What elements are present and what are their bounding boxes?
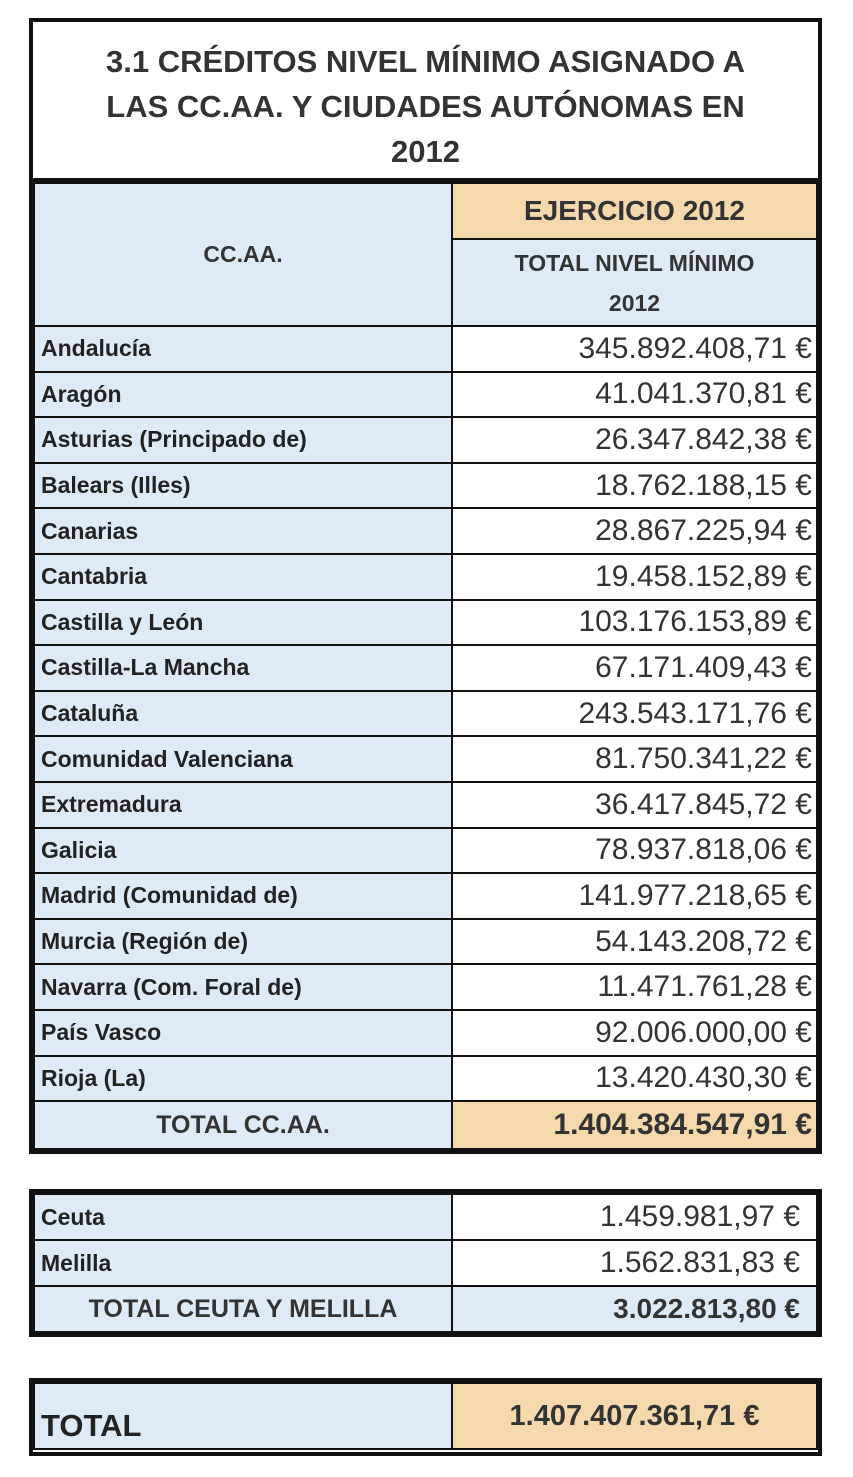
row-label: Asturias (Principado de) — [33, 416, 453, 464]
grand-total-row: TOTAL 1.407.407.361,71 € — [33, 1382, 818, 1450]
header-row-1: CC.AA. EJERCICIO 2012 — [33, 182, 818, 327]
row-value: 13.420.430,30 € — [451, 1054, 818, 1103]
title-line-1: 3.1 CRÉDITOS NIVEL MÍNIMO ASIGNADO A — [105, 44, 746, 79]
header-total-nivel: TOTAL NIVEL MÍNIMO 2012 — [451, 238, 818, 327]
total-ccaa-row: TOTAL CC.AA. 1.404.384.547,91 € — [33, 1100, 818, 1151]
table-row: Melilla 1.562.831,83 € — [33, 1239, 818, 1287]
row-label: Balears (Illes) — [33, 461, 453, 510]
grand-total-value: 1.407.407.361,71 € — [451, 1382, 818, 1450]
table-row: Navarra (Com. Foral de) 11.471.761,28 € — [33, 963, 818, 1011]
row-label: Rioja (La) — [33, 1054, 453, 1103]
ccaa-table-body: CC.AA. EJERCICIO 2012 TOTAL NIVEL MÍNIMO… — [33, 182, 818, 1151]
row-value: 54.143.208,72 € — [451, 917, 818, 966]
row-value: 81.750.341,22 € — [451, 735, 818, 783]
total-cities-row: TOTAL CEUTA Y MELILLA 3.022.813,80 € — [33, 1285, 818, 1333]
row-value: 28.867.225,94 € — [451, 507, 818, 555]
row-value: 19.458.152,89 € — [451, 552, 818, 601]
table-title-box: 3.1 CRÉDITOS NIVEL MÍNIMO ASIGNADO A LAS… — [29, 18, 822, 190]
table-row: Castilla-La Mancha 67.171.409,43 € — [33, 644, 818, 692]
row-label: Melilla — [33, 1239, 453, 1287]
header-region: CC.AA. — [33, 182, 453, 327]
ccaa-table-box: CC.AA. EJERCICIO 2012 TOTAL NIVEL MÍNIMO… — [29, 178, 822, 1155]
row-value: 243.543.171,76 € — [451, 689, 818, 738]
row-value: 345.892.408,71 € — [451, 325, 818, 373]
row-value: 26.347.842,38 € — [451, 416, 818, 464]
row-value: 78.937.818,06 € — [451, 826, 818, 875]
cities-table: Ceuta 1.459.981,97 € Melilla 1.562.831,83 €… — [33, 1193, 818, 1333]
row-value: 103.176.153,89 € — [451, 598, 818, 647]
row-label: Ceuta — [33, 1193, 453, 1241]
row-label: Cantabria — [33, 552, 453, 601]
table-row: Asturias (Principado de) 26.347.842,38 € — [33, 416, 818, 464]
table-row: Rioja (La) 13.420.430,30 € — [33, 1054, 818, 1103]
row-label: Extremadura — [33, 780, 453, 829]
row-label: Canarias — [33, 507, 453, 555]
row-label: Navarra (Com. Foral de) — [33, 963, 453, 1011]
row-label: Castilla-La Mancha — [33, 644, 453, 692]
grand-total-table: TOTAL 1.407.407.361,71 € — [33, 1382, 818, 1450]
row-label: TOTAL CC.AA. — [33, 1100, 453, 1151]
row-label: Comunidad Valenciana — [33, 735, 453, 783]
cities-table-box: Ceuta 1.459.981,97 € Melilla 1.562.831,83 €… — [29, 1189, 822, 1337]
header-year: EJERCICIO 2012 — [451, 182, 818, 240]
row-value: 11.471.761,28 € — [451, 963, 818, 1011]
row-label: Castilla y León — [33, 598, 453, 647]
row-label: Madrid (Comunidad de) — [33, 872, 453, 920]
grand-total-label: TOTAL — [33, 1382, 453, 1450]
table-row: Comunidad Valenciana 81.750.341,22 € — [33, 735, 818, 783]
table-row: País Vasco 92.006.000,00 € — [33, 1008, 818, 1057]
row-label: TOTAL CEUTA Y MELILLA — [33, 1285, 453, 1333]
row-label: Murcia (Región de) — [33, 917, 453, 966]
row-value: 41.041.370,81 € — [451, 370, 818, 419]
table-row: Canarias 28.867.225,94 € — [33, 507, 818, 555]
ccaa-table: CC.AA. EJERCICIO 2012 TOTAL NIVEL MÍNIMO… — [33, 182, 818, 1151]
row-label: Aragón — [33, 370, 453, 419]
table-row: Castilla y León 103.176.153,89 € — [33, 598, 818, 647]
table-row: Cantabria 19.458.152,89 € — [33, 552, 818, 601]
title-line-2: LAS CC.AA. Y CIUDADES AUTÓNOMAS EN — [106, 89, 745, 124]
row-label: Cataluña — [33, 689, 453, 738]
row-label: Galicia — [33, 826, 453, 875]
row-value: 18.762.188,15 € — [451, 461, 818, 510]
row-value: 67.171.409,43 € — [451, 644, 818, 692]
table-row: Madrid (Comunidad de) 141.977.218,65 € — [33, 872, 818, 920]
table-row: Murcia (Región de) 54.143.208,72 € — [33, 917, 818, 966]
row-label: Andalucía — [33, 325, 453, 373]
table-row: Extremadura 36.417.845,72 € — [33, 780, 818, 829]
row-value: 36.417.845,72 € — [451, 780, 818, 829]
table-row: Ceuta 1.459.981,97 € — [33, 1193, 818, 1241]
title-line-3: 2012 — [391, 134, 460, 169]
row-value: 92.006.000,00 € — [451, 1008, 818, 1057]
header-row-2: TOTAL NIVEL MÍNIMO 2012 — [34, 238, 818, 327]
table-title: 3.1 CRÉDITOS NIVEL MÍNIMO ASIGNADO A LAS… — [33, 22, 818, 174]
table-row: Aragón 41.041.370,81 € — [33, 370, 818, 419]
row-label: País Vasco — [33, 1008, 453, 1057]
row-value: 1.404.384.547,91 € — [451, 1100, 818, 1151]
row-value: 1.459.981,97 € — [451, 1193, 818, 1241]
table-row: Balears (Illes) 18.762.188,15 € — [33, 461, 818, 510]
table-row: Galicia 78.937.818,06 € — [33, 826, 818, 875]
header-total-line-2: 2012 — [608, 289, 661, 316]
table-row: Cataluña 243.543.171,76 € — [33, 689, 818, 738]
table-row: Andalucía 345.892.408,71 € — [33, 325, 818, 373]
row-value: 1.562.831,83 € — [451, 1239, 818, 1287]
header-total-line-1: TOTAL NIVEL MÍNIMO — [514, 249, 755, 276]
row-value: 3.022.813,80 € — [451, 1285, 818, 1333]
grand-total-box: TOTAL 1.407.407.361,71 € — [29, 1378, 822, 1456]
row-value: 141.977.218,65 € — [451, 872, 818, 920]
cities-table-body: Ceuta 1.459.981,97 € Melilla 1.562.831,83 €… — [33, 1193, 818, 1333]
